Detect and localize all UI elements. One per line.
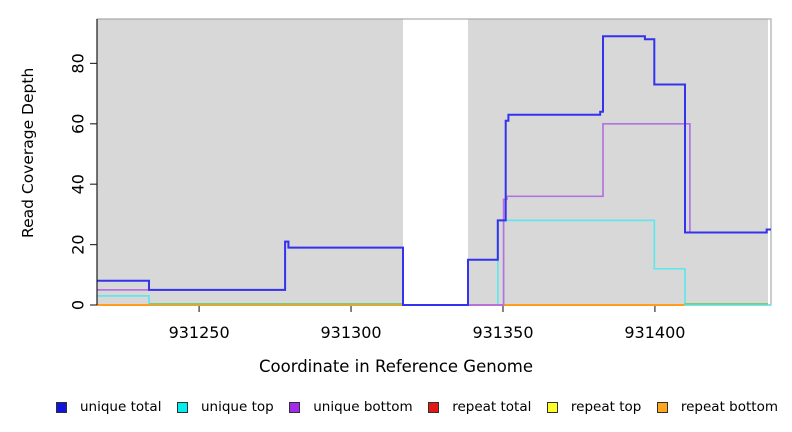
legend-item-repeat-bottom: repeat bottom xyxy=(656,398,778,416)
covered-region-right-band xyxy=(468,19,768,305)
covered-region-left-band xyxy=(97,19,404,305)
legend-item-unique-total: unique total xyxy=(56,398,161,416)
y-axis-title: Read Coverage Depth xyxy=(19,67,37,238)
legend-item-unique-bottom: unique bottom xyxy=(289,398,413,416)
repeat-bottom-swatch xyxy=(656,401,668,413)
x-axis-title: Coordinate in Reference Genome xyxy=(258,357,534,376)
repeat-top-swatch xyxy=(546,401,558,413)
y-axis-tick-label: 40 xyxy=(69,174,88,194)
x-axis-tick-label: 931250 xyxy=(169,323,230,342)
unique-bottom-swatch xyxy=(289,401,301,413)
legend-item-repeat-total: repeat total xyxy=(428,398,531,416)
legend-label: unique total xyxy=(80,399,162,415)
y-axis-title-wrap: Read Coverage Depth xyxy=(19,67,37,238)
x-axis-tick-label: 931300 xyxy=(321,323,382,342)
legend-label: repeat bottom xyxy=(680,399,778,415)
y-axis-tick-label: 80 xyxy=(69,53,88,73)
legend-label: repeat top xyxy=(570,399,642,415)
y-axis-tick-label: 20 xyxy=(69,234,88,254)
x-axis-tick-label: 931350 xyxy=(472,323,533,342)
repeat-total-swatch xyxy=(428,401,440,413)
x-axis-tick-label: 931400 xyxy=(624,323,685,342)
legend-label: unique bottom xyxy=(313,399,413,415)
unique-top-swatch xyxy=(177,401,188,413)
unique-total-swatch xyxy=(56,401,67,413)
unique-top-line xyxy=(97,219,771,306)
legend-item-repeat-top: repeat top xyxy=(546,398,642,416)
y-axis-tick-label: 60 xyxy=(69,114,88,134)
y-axis-tick-label: 0 xyxy=(69,300,88,310)
legend-label: repeat total xyxy=(452,399,532,415)
unique-total-line xyxy=(97,35,771,306)
legend-label: unique top xyxy=(201,399,274,415)
legend-item-unique-top: unique top xyxy=(177,398,274,416)
chart-legend: unique total unique top unique bottom repea… xyxy=(0,398,792,416)
